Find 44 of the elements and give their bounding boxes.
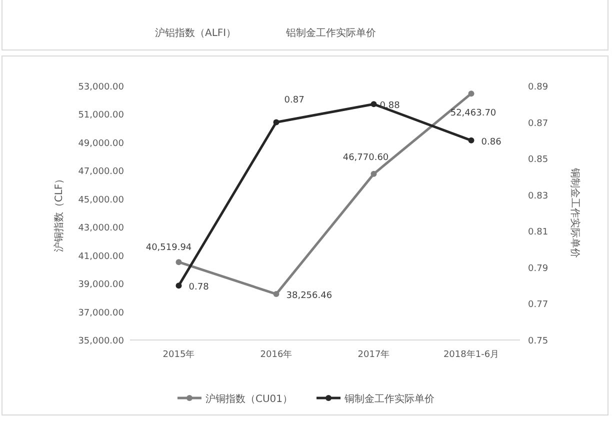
y-tick-label: 51,000.00 <box>78 110 124 121</box>
y2-tick-label: 0.77 <box>528 300 548 310</box>
y2-axis-title: 铜制金工作实际单价 <box>569 167 581 258</box>
point <box>176 259 182 266</box>
data-label: 38,256.46 <box>286 291 332 302</box>
data-label: 40,519.94 <box>146 243 192 254</box>
y2-tick-label: 0.89 <box>528 82 548 92</box>
x-tick-label: 2016年 <box>260 349 292 360</box>
y-tick-label: 41,000.00 <box>78 252 124 262</box>
point <box>370 170 377 177</box>
y2-tick-label: 0.87 <box>528 118 548 129</box>
point <box>273 119 280 126</box>
y2-tick-label: 0.79 <box>528 264 548 274</box>
y2-tick-label: 0.83 <box>528 191 548 202</box>
point <box>370 101 377 108</box>
y-tick-label: 43,000.00 <box>78 224 124 234</box>
data-label: 52,463.70 <box>450 108 496 119</box>
y-tick-label: 53,000.00 <box>78 82 124 92</box>
y-axis-title: 沪铜指数（CLF） <box>53 174 65 252</box>
text: 铝制金工作实际单价 <box>285 27 376 39</box>
y-tick-label: 39,000.00 <box>78 280 124 290</box>
legend-label: 铜制金工作实际单价 <box>344 393 435 405</box>
y2-tick-label: 0.81 <box>528 228 548 238</box>
y-tick-label: 45,000.00 <box>78 195 124 206</box>
point <box>468 90 474 97</box>
point <box>273 291 280 298</box>
x-tick-label: 2018年1-6月 <box>443 349 500 360</box>
y-tick-label: 47,000.00 <box>78 167 124 178</box>
y-tick-label: 49,000.00 <box>78 138 124 149</box>
legend-label: 沪铜指数（CU01） <box>205 393 293 405</box>
point <box>176 282 182 289</box>
data-label: 0.78 <box>188 282 210 293</box>
y-tick-label: 37,000.00 <box>78 308 124 318</box>
y2-tick-label: 0.85 <box>528 155 548 166</box>
text: 沪铝指数（ALFI） <box>155 27 236 39</box>
x-tick-label: 2015年 <box>162 349 195 360</box>
data-label: 0.88 <box>380 101 400 112</box>
x-tick-label: 2017年 <box>358 349 390 360</box>
data-label: 0.86 <box>481 137 502 148</box>
y2-tick-label: 0.75 <box>528 336 548 346</box>
y-tick-label: 35,000.00 <box>78 336 124 346</box>
data-label: 46,770.60 <box>342 152 389 163</box>
point <box>468 137 474 144</box>
data-label: 0.87 <box>284 95 304 106</box>
